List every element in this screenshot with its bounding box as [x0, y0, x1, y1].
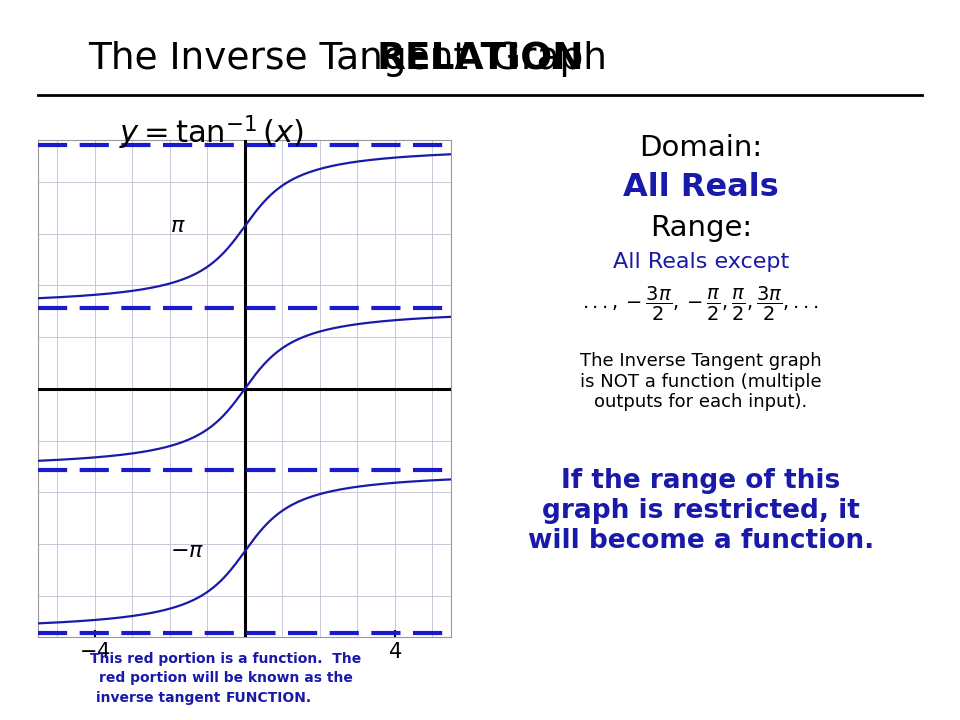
Text: The Inverse Tangent: The Inverse Tangent	[88, 41, 480, 77]
Text: The Inverse Tangent graph
is NOT a function (multiple
outputs for each input).: The Inverse Tangent graph is NOT a funct…	[580, 352, 822, 411]
Text: $-\pi$: $-\pi$	[171, 541, 204, 562]
Text: Graph: Graph	[480, 41, 607, 77]
Text: $\pi$: $\pi$	[171, 216, 186, 236]
Text: Domain:: Domain:	[639, 134, 762, 161]
Text: FUNCTION.: FUNCTION.	[226, 690, 312, 705]
Text: This red portion is a function.  The: This red portion is a function. The	[90, 652, 361, 666]
Text: RELATION: RELATION	[376, 41, 584, 77]
Text: All Reals except: All Reals except	[612, 252, 789, 272]
Text: $y = \tan^{-1}(x)$: $y = \tan^{-1}(x)$	[119, 114, 303, 153]
Text: Range:: Range:	[650, 215, 752, 242]
Text: inverse tangent: inverse tangent	[96, 690, 226, 705]
Text: $..., -\dfrac{3\pi}{2}, -\dfrac{\pi}{2}, \dfrac{\pi}{2}, \dfrac{3\pi}{2}, ...$: $..., -\dfrac{3\pi}{2}, -\dfrac{\pi}{2},…	[583, 285, 819, 323]
Text: All Reals: All Reals	[623, 171, 779, 203]
Text: red portion will be known as the: red portion will be known as the	[99, 671, 352, 685]
Text: If the range of this
graph is restricted, it
will become a function.: If the range of this graph is restricted…	[528, 468, 874, 554]
